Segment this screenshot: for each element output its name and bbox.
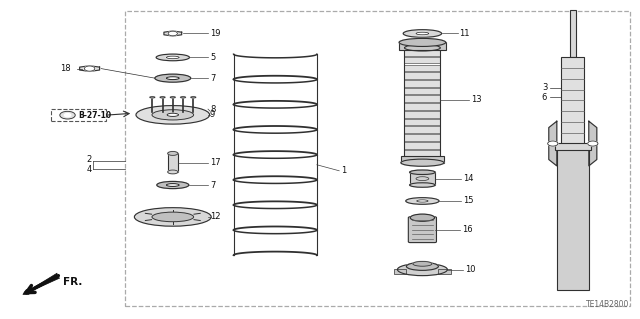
Circle shape xyxy=(168,31,177,36)
Ellipse shape xyxy=(136,106,210,124)
Ellipse shape xyxy=(404,45,440,51)
Ellipse shape xyxy=(166,184,179,186)
FancyBboxPatch shape xyxy=(557,144,589,290)
Text: FR.: FR. xyxy=(63,277,82,286)
Ellipse shape xyxy=(397,263,447,276)
FancyBboxPatch shape xyxy=(404,95,440,102)
Text: 3: 3 xyxy=(542,83,547,92)
Polygon shape xyxy=(164,31,182,36)
Ellipse shape xyxy=(180,97,186,98)
FancyBboxPatch shape xyxy=(404,150,440,156)
Ellipse shape xyxy=(191,97,196,98)
Ellipse shape xyxy=(417,200,428,202)
Ellipse shape xyxy=(167,113,179,116)
FancyBboxPatch shape xyxy=(404,88,440,94)
FancyBboxPatch shape xyxy=(404,111,440,118)
Text: 15: 15 xyxy=(463,197,473,205)
Text: 12: 12 xyxy=(210,212,220,221)
FancyBboxPatch shape xyxy=(555,143,591,150)
Text: 1: 1 xyxy=(341,166,346,175)
Text: 5: 5 xyxy=(210,53,215,62)
FancyBboxPatch shape xyxy=(404,72,440,79)
Ellipse shape xyxy=(160,97,165,98)
Ellipse shape xyxy=(168,152,178,155)
Text: 18: 18 xyxy=(60,64,70,73)
Ellipse shape xyxy=(399,38,445,47)
FancyBboxPatch shape xyxy=(410,172,435,185)
FancyBboxPatch shape xyxy=(404,134,440,141)
Text: 6: 6 xyxy=(542,93,547,102)
Ellipse shape xyxy=(413,262,432,266)
FancyBboxPatch shape xyxy=(168,153,178,172)
Ellipse shape xyxy=(157,182,189,189)
FancyBboxPatch shape xyxy=(561,57,584,144)
Circle shape xyxy=(588,141,598,146)
Text: 10: 10 xyxy=(465,265,475,274)
FancyBboxPatch shape xyxy=(394,269,406,274)
Ellipse shape xyxy=(406,262,438,270)
Circle shape xyxy=(65,114,71,117)
Text: 9: 9 xyxy=(210,110,215,119)
Polygon shape xyxy=(79,66,100,71)
Text: 7: 7 xyxy=(210,181,215,189)
Ellipse shape xyxy=(150,97,155,98)
Polygon shape xyxy=(549,121,557,166)
Ellipse shape xyxy=(410,170,435,174)
FancyBboxPatch shape xyxy=(404,142,440,149)
Text: 19: 19 xyxy=(210,29,220,38)
FancyBboxPatch shape xyxy=(570,10,576,57)
FancyBboxPatch shape xyxy=(404,119,440,125)
Ellipse shape xyxy=(152,110,194,120)
Text: 11: 11 xyxy=(460,29,470,38)
Text: B-27-10: B-27-10 xyxy=(79,111,111,120)
Text: 13: 13 xyxy=(471,95,482,104)
Ellipse shape xyxy=(166,56,179,59)
Ellipse shape xyxy=(156,54,189,61)
Circle shape xyxy=(84,66,95,71)
FancyBboxPatch shape xyxy=(401,156,444,163)
FancyBboxPatch shape xyxy=(404,64,440,71)
Text: 16: 16 xyxy=(462,225,473,234)
FancyBboxPatch shape xyxy=(438,269,451,274)
FancyBboxPatch shape xyxy=(408,217,436,242)
Text: 7: 7 xyxy=(210,74,215,83)
FancyBboxPatch shape xyxy=(404,103,440,110)
Ellipse shape xyxy=(155,74,191,82)
Ellipse shape xyxy=(168,170,178,174)
Text: 14: 14 xyxy=(463,174,473,183)
Text: TE14B2800: TE14B2800 xyxy=(586,300,629,309)
Ellipse shape xyxy=(410,183,435,187)
FancyBboxPatch shape xyxy=(404,57,440,63)
Polygon shape xyxy=(589,121,596,166)
FancyBboxPatch shape xyxy=(399,42,445,50)
Ellipse shape xyxy=(170,97,175,98)
Text: 17: 17 xyxy=(210,158,221,167)
FancyBboxPatch shape xyxy=(404,80,440,86)
FancyBboxPatch shape xyxy=(404,49,440,56)
Text: 4: 4 xyxy=(86,165,92,174)
Ellipse shape xyxy=(134,208,211,226)
FancyBboxPatch shape xyxy=(404,126,440,133)
Text: 2: 2 xyxy=(86,155,92,164)
Text: 8: 8 xyxy=(210,105,215,114)
Ellipse shape xyxy=(416,32,429,35)
Ellipse shape xyxy=(401,159,444,166)
Ellipse shape xyxy=(410,214,435,221)
Circle shape xyxy=(548,141,558,146)
Ellipse shape xyxy=(406,198,439,204)
Ellipse shape xyxy=(166,77,179,80)
Circle shape xyxy=(60,111,76,119)
Ellipse shape xyxy=(403,30,442,37)
Ellipse shape xyxy=(152,212,194,222)
